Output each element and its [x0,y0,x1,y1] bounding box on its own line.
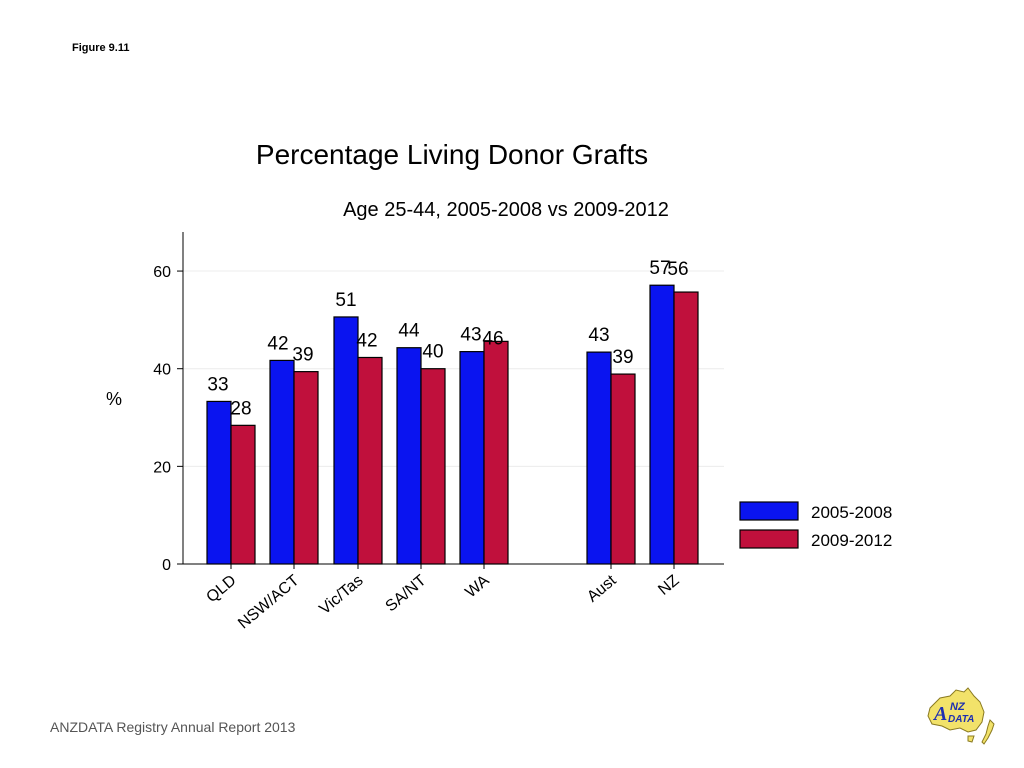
footer-text: ANZDATA Registry Annual Report 2013 [50,719,296,735]
legend: 2005-2008 2009-2012 [739,501,892,550]
y-tick-label: 40 [153,362,171,379]
bar [396,347,422,565]
anzdata-logo: A NZ DATA [927,687,995,745]
data-label: 44 [398,321,420,342]
x-tick-label: Aust [584,572,620,606]
y-axis-label: % [106,389,122,409]
bar [483,340,509,565]
chart-title: Percentage Living Donor Grafts [256,139,648,170]
tasmania-icon [967,735,975,743]
figure-label: Figure 9.11 [72,42,130,54]
gridlines [183,270,724,467]
australia-map-icon [927,687,985,733]
bar [230,424,256,565]
x-tick-label: NZ [655,572,682,599]
bar-chart: Percentage Living Donor Grafts Age 25-44… [106,139,892,633]
x-tick-label: QLD [203,572,239,606]
data-label: 51 [335,290,356,311]
x-tick-label: SA/NT [383,572,430,615]
bar [420,368,446,565]
data-label: 56 [667,259,688,280]
logo-letter-a: A [932,703,947,725]
data-label: 28 [230,398,251,419]
bar [333,316,359,565]
x-tick-label: WA [462,572,492,601]
bar [459,351,485,565]
bar [206,400,232,565]
logo-word-data: DATA [948,714,974,725]
x-tick-label: Vic/Tas [316,572,366,618]
bar [610,373,636,565]
data-label: 39 [292,345,313,366]
legend-label: 2009-2012 [811,531,892,550]
data-label: 42 [267,333,288,354]
bar [269,359,295,565]
data-label: 43 [460,325,481,346]
legend-swatch [739,529,799,549]
legend-swatch [739,501,799,521]
data-label: 57 [649,258,670,279]
bar [357,356,383,565]
bar [293,371,319,565]
legend-label: 2005-2008 [811,503,892,522]
logo-letters-nz: NZ [950,701,966,713]
bar [649,284,675,565]
data-label: 33 [207,374,228,395]
y-tick-label: 20 [153,459,171,476]
chart-subtitle: Age 25-44, 2005-2008 vs 2009-2012 [343,199,669,221]
data-label: 42 [356,330,377,351]
data-label: 43 [588,325,609,346]
data-label: 39 [612,347,633,368]
x-tick-label: NSW/ACT [235,572,303,633]
data-label: 46 [482,328,503,349]
bars [206,284,699,565]
y-tick-label: 0 [162,557,171,574]
data-label: 40 [422,342,443,363]
bar [673,291,699,565]
bar [586,351,612,565]
new-zealand-icon [981,719,995,745]
y-tick-label: 60 [153,264,171,281]
